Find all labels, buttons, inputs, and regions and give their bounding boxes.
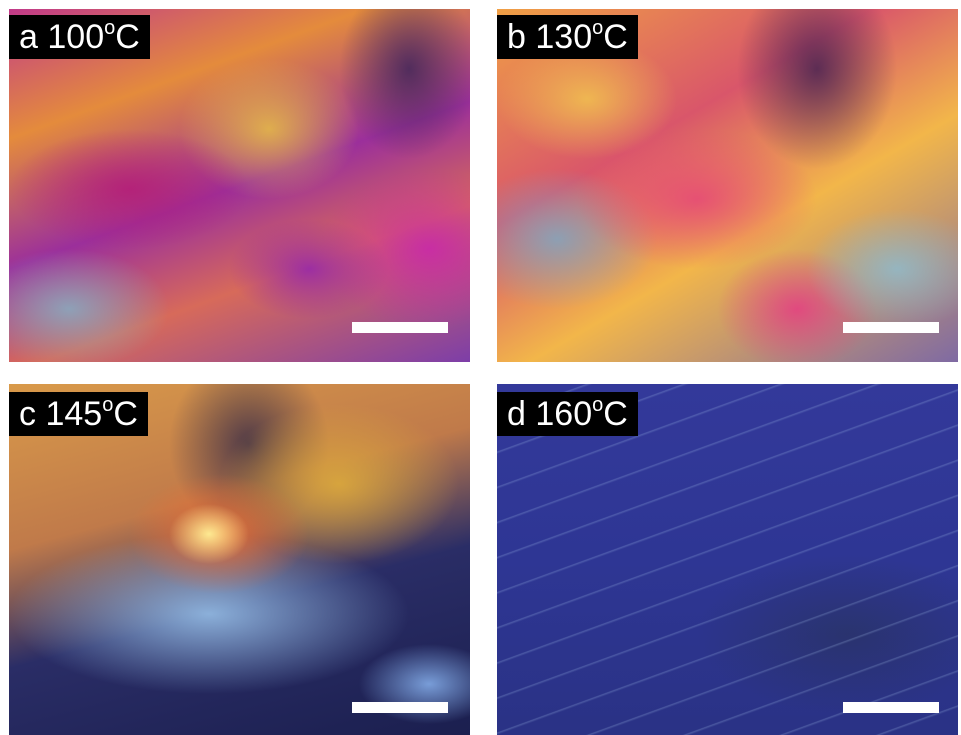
figure: a 100oCb 130oCc 145oCd 160oC: [0, 0, 961, 735]
panel-label: c 145oC: [9, 392, 148, 436]
micrograph-panel: c 145oC: [9, 384, 470, 735]
degree-sign: o: [592, 394, 603, 416]
temperature-unit: C: [113, 395, 138, 433]
micrograph-panel: b 130oC: [497, 9, 958, 362]
temperature: 145: [45, 395, 102, 433]
scale-bar: [352, 322, 448, 333]
temperature: 130: [535, 18, 592, 56]
panel-label: a 100oC: [9, 15, 150, 59]
degree-sign: o: [592, 17, 603, 39]
degree-sign: o: [102, 394, 113, 416]
panel-letter: b: [507, 18, 526, 56]
panel-letter: a: [19, 18, 38, 56]
temperature: 100: [47, 18, 104, 56]
temperature: 160: [535, 395, 592, 433]
scale-bar: [843, 322, 939, 333]
scale-bar: [843, 702, 939, 713]
micrograph-panel: d 160oC: [497, 384, 958, 735]
panel-label: b 130oC: [497, 15, 638, 59]
temperature-unit: C: [603, 18, 628, 56]
panel-letter: d: [507, 395, 526, 433]
micrograph-panel: a 100oC: [9, 9, 470, 362]
degree-sign: o: [104, 17, 115, 39]
temperature-unit: C: [603, 395, 628, 433]
panel-label: d 160oC: [497, 392, 638, 436]
temperature-unit: C: [115, 18, 140, 56]
scale-bar: [352, 702, 448, 713]
panel-letter: c: [19, 395, 36, 433]
